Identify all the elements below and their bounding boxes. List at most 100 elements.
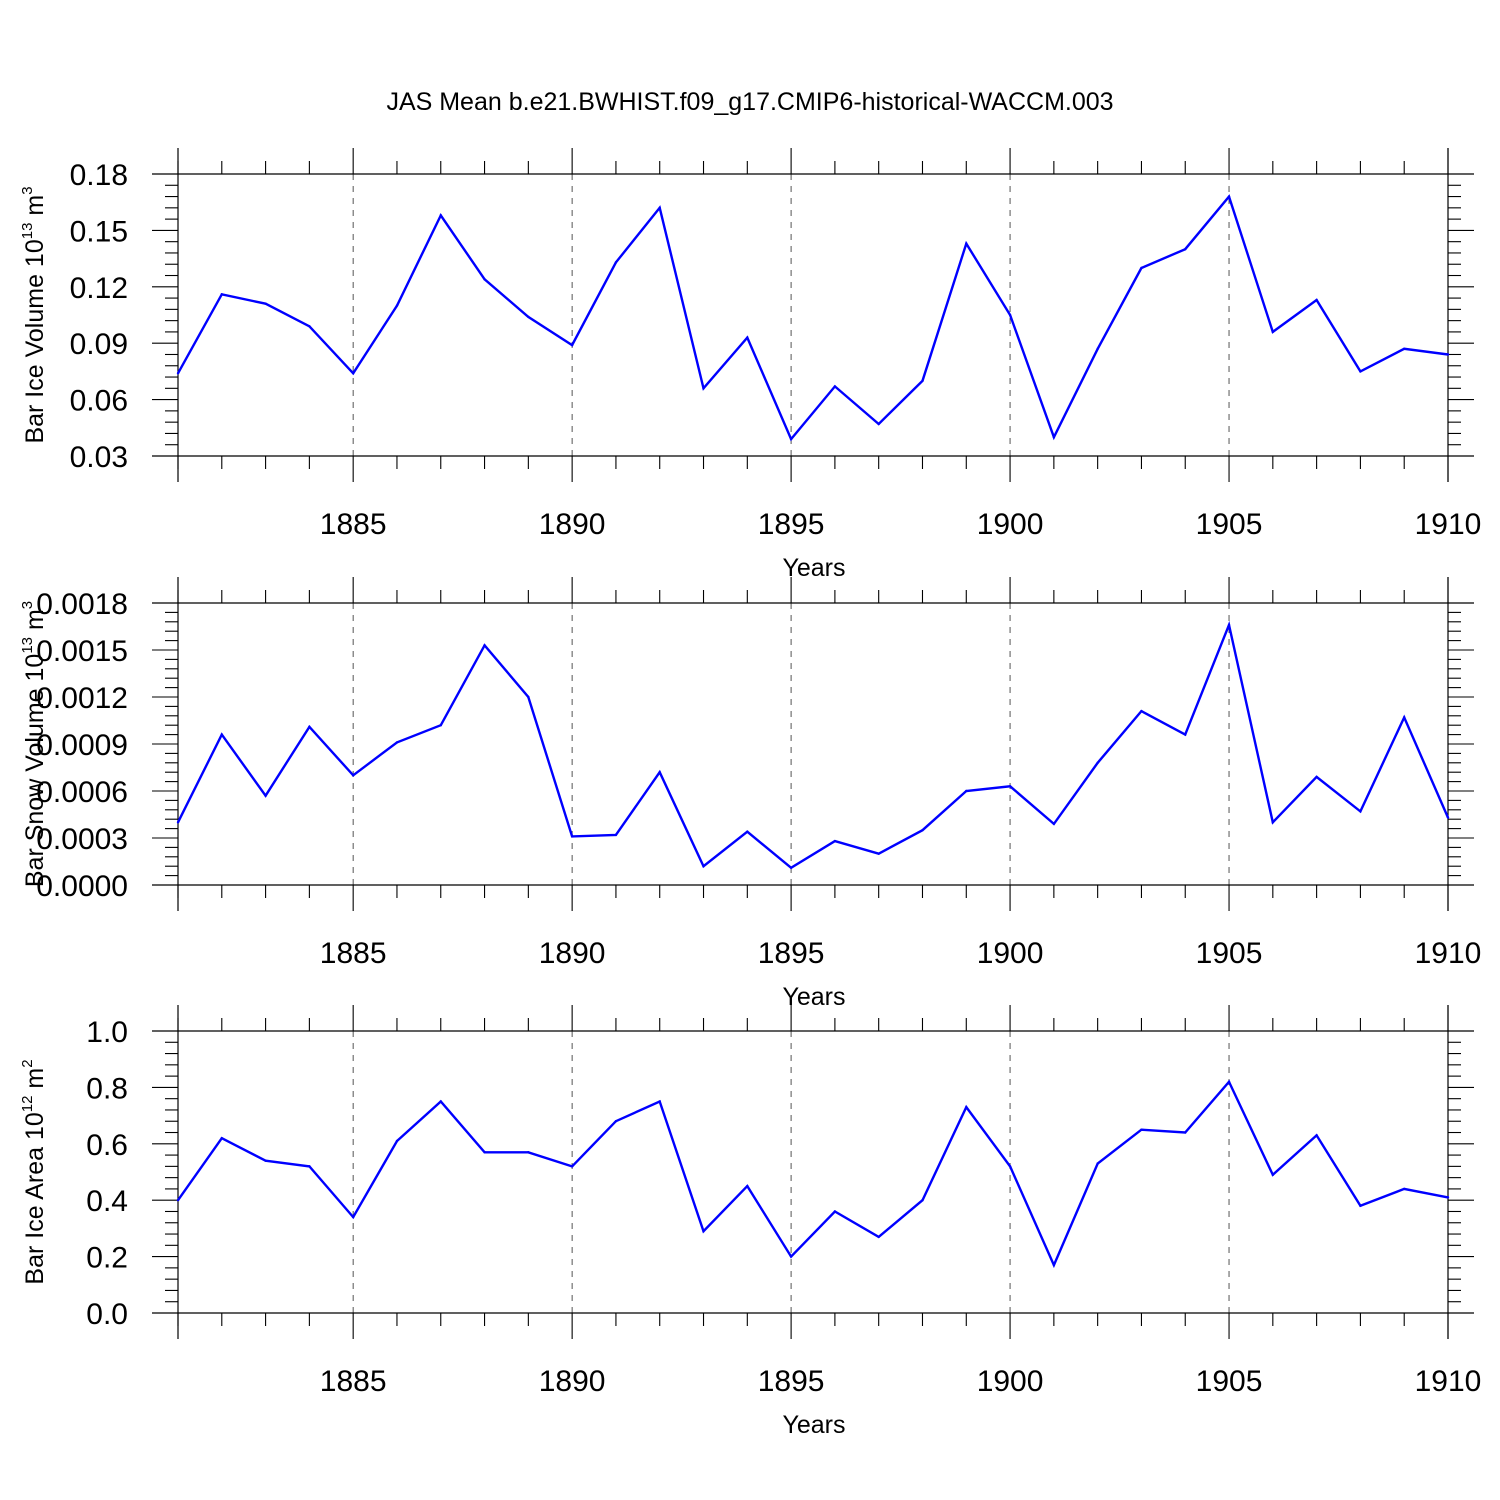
data-point (833, 839, 837, 843)
data-point (1096, 347, 1099, 351)
x-tick-label: 1895 (758, 1365, 825, 1398)
data-point (702, 387, 705, 390)
data-point (1184, 733, 1187, 736)
data-point (1359, 370, 1362, 373)
data-point (308, 325, 311, 328)
data-point (789, 1255, 793, 1258)
data-point (658, 1100, 661, 1103)
data-point (833, 385, 837, 388)
x-tick-label: 1905 (1196, 937, 1263, 970)
y-tick-label: 0.06 (70, 385, 128, 418)
series-line (177, 1079, 1449, 1269)
x-tick-label: 1910 (1415, 1365, 1482, 1398)
y-tick-label: 0.6 (86, 1129, 128, 1162)
x-tick-label: 1895 (758, 937, 825, 970)
data-point (877, 1235, 880, 1239)
data-point (1446, 1196, 1450, 1199)
data-point (1008, 1165, 1012, 1168)
x-tick-label: 1900 (977, 1365, 1044, 1398)
data-point (1403, 347, 1406, 351)
y-tick-label: 0.0018 (36, 588, 128, 621)
x-tick-label: 1910 (1415, 508, 1482, 541)
panel-ice-area: 1885 1890 1895 1900 1905 1910 Years 0.0 0.2 0.4 0.… (19, 1005, 1481, 1439)
data-point (877, 852, 880, 855)
y-tick-label: 0.8 (86, 1072, 128, 1105)
data-point (439, 214, 442, 217)
data-point (176, 372, 180, 375)
data-point (351, 1215, 355, 1219)
data-point (220, 733, 223, 736)
y-axis-title: Bar Ice Area 1012 m2 (19, 1059, 49, 1284)
panel-snow-volume: 1885 1890 1895 1900 1905 1910 Years 0.0000 0.000… (19, 577, 1481, 1011)
data-point (1227, 623, 1231, 627)
data-point (1052, 822, 1056, 826)
y-tick-label: 0.0012 (36, 682, 128, 715)
data-point (527, 315, 530, 319)
data-point (1227, 195, 1231, 198)
data-point (220, 293, 223, 296)
x-tick-label: 1890 (539, 508, 606, 541)
data-point (965, 789, 968, 793)
data-point (1271, 1173, 1275, 1177)
x-axis-title: Years (782, 554, 845, 582)
x-tick-label: 1890 (539, 1365, 606, 1398)
data-point (439, 1100, 442, 1103)
data-point (176, 821, 180, 824)
data-point (570, 835, 574, 838)
y-tick-label: 0.03 (70, 441, 128, 474)
y-tick-label: 0.4 (86, 1185, 128, 1218)
x-tick-label: 1900 (977, 937, 1044, 970)
data-point (264, 302, 267, 305)
y-tick-label: 0.2 (86, 1242, 128, 1275)
data-point (614, 261, 618, 264)
x-tick-label: 1905 (1196, 1365, 1263, 1398)
x-tick-label: 1905 (1196, 508, 1263, 541)
x-tick-label: 1910 (1415, 937, 1482, 970)
y-axis-title: Bar Snow Volume 1013 m3 (19, 601, 49, 887)
data-point (746, 336, 749, 339)
data-point (1446, 816, 1450, 819)
y-tick-label: 0.18 (70, 159, 128, 192)
data-point (1052, 436, 1056, 439)
x-tick-label: 1885 (320, 937, 387, 970)
data-point (702, 865, 705, 868)
data-point (1271, 330, 1275, 334)
data-point (658, 206, 661, 210)
data-point (921, 379, 924, 382)
data-point (1052, 1263, 1056, 1267)
x-tick-label: 1900 (977, 508, 1044, 541)
data-point (483, 278, 486, 281)
panel-ice-volume: 1885 1890 1895 1900 1905 1910 Years 0.03 0.06 0.0… (19, 148, 1481, 582)
y-tick-label: 0.15 (70, 215, 128, 248)
y-axis-title: Bar Ice Volume 1013 m3 (19, 186, 49, 443)
data-point (570, 343, 574, 347)
data-point (308, 1165, 311, 1168)
data-point (1008, 313, 1012, 317)
figure-title: JAS Mean b.e21.BWHIST.f09_g17.CMIP6-hist… (386, 88, 1113, 116)
data-point (395, 741, 399, 744)
x-tick-label: 1895 (758, 508, 825, 541)
data-point (527, 695, 530, 699)
data-point (395, 304, 399, 307)
x-axis-title: Years (782, 1411, 845, 1439)
data-point (614, 833, 618, 837)
data-point (1140, 1128, 1143, 1131)
data-point (965, 1105, 968, 1109)
data-point (965, 242, 968, 245)
data-point (570, 1165, 574, 1168)
data-point (658, 771, 661, 774)
data-point (1140, 709, 1143, 713)
data-point (1184, 1131, 1187, 1134)
data-point (439, 724, 442, 727)
data-point (1315, 775, 1318, 779)
data-point (351, 774, 355, 777)
y-tick-label: 0.09 (70, 328, 128, 361)
y-tick-label: 0.12 (70, 272, 128, 305)
data-point (833, 1210, 837, 1213)
data-point (1271, 821, 1275, 824)
x-tick-label: 1885 (320, 508, 387, 541)
data-point (1227, 1080, 1231, 1083)
y-tick-label: 1.0 (86, 1016, 128, 1049)
